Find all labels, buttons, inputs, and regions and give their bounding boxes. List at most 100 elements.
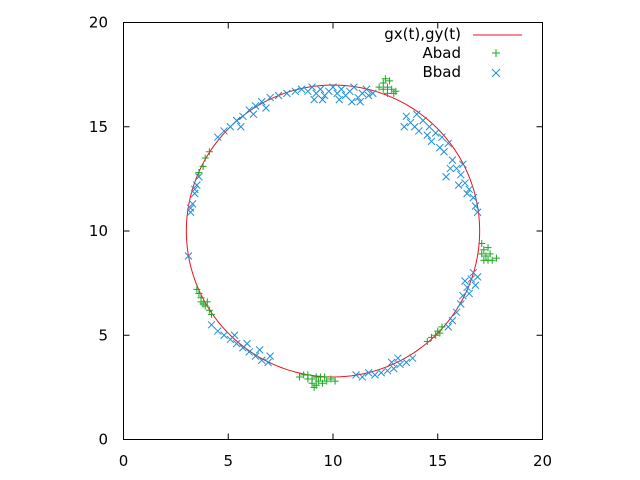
bbad-point: [456, 170, 465, 179]
abad-point: [310, 383, 318, 391]
bbad-point: [264, 358, 272, 367]
bbad-point: [337, 85, 346, 94]
abad-point: [375, 83, 383, 91]
abad-point: [304, 371, 312, 379]
abad-point: [205, 148, 213, 156]
bbad-point: [257, 97, 266, 106]
bbad-point: [448, 156, 457, 164]
bbad-point: [471, 202, 480, 210]
abad-point: [388, 85, 396, 93]
bbad-point: [329, 83, 337, 91]
bbad-point: [465, 185, 474, 194]
bbad-point: [318, 95, 327, 104]
bbad-point: [371, 371, 379, 379]
bbad-point: [467, 275, 476, 283]
bbad-point: [456, 300, 465, 308]
bbad-point: [352, 371, 360, 379]
abad-point: [492, 254, 500, 262]
abad-point: [379, 85, 387, 93]
bbad-point: [186, 204, 195, 212]
x-tick-label: 0: [119, 452, 129, 470]
bbad-point: [364, 91, 373, 100]
abad-point: [205, 306, 213, 314]
bbad-point: [230, 331, 239, 340]
bbad-point: [350, 83, 358, 91]
bbad-point: [425, 122, 434, 131]
abad-point: [478, 250, 486, 258]
bbad-point: [188, 200, 197, 208]
abad-point: [436, 329, 444, 337]
x-tick-labels: 0 5 10 15 20: [119, 452, 552, 470]
bbad-point: [463, 189, 471, 198]
bbad-point: [297, 85, 306, 94]
bbad-point: [459, 160, 467, 169]
bbad-point: [266, 93, 275, 102]
bbad-point: [452, 308, 461, 317]
bbad-point: [291, 87, 300, 96]
abad-point: [427, 333, 435, 341]
abad-point: [323, 377, 331, 385]
bbad-point: [431, 129, 440, 137]
bbad-point: [461, 277, 469, 285]
curve-layer: [185, 84, 481, 378]
abad-point: [327, 375, 335, 383]
bbad-point: [440, 147, 448, 156]
bbad-point: [377, 368, 386, 377]
legend: gx(t),gy(t) Abad Bbad: [384, 25, 522, 81]
bbad-point: [266, 352, 275, 360]
bbad-point: [310, 95, 318, 104]
bbad-point: [283, 89, 291, 98]
bbad-point: [473, 208, 482, 217]
bbad-point: [356, 97, 365, 106]
abad-point: [197, 298, 205, 306]
bbad-point: [389, 364, 398, 373]
bbad-point: [358, 373, 367, 381]
abad-point: [195, 169, 203, 177]
bbad-point: [446, 164, 455, 173]
bbad-point: [469, 193, 478, 202]
abad-point: [379, 79, 387, 87]
bbad-point: [442, 172, 450, 181]
bbad-point: [232, 116, 241, 125]
bbad-point: [207, 320, 216, 329]
bbad-point: [415, 127, 423, 135]
bbad-point: [465, 289, 474, 298]
x-tick-label: 10: [323, 452, 342, 470]
abad-point: [314, 377, 322, 385]
bbad-point: [396, 360, 404, 369]
points-layer: [184, 75, 500, 391]
bbad-point: [251, 352, 260, 360]
bbad-point: [190, 185, 199, 194]
bbad-point: [232, 339, 241, 348]
y-tick-label: 15: [89, 118, 108, 136]
abad-point: [386, 77, 394, 85]
bbad-point: [239, 112, 247, 121]
bbad-point: [213, 327, 222, 335]
abad-point: [203, 298, 211, 306]
bbad-point: [463, 283, 471, 292]
bbad-point: [454, 181, 463, 189]
bbad-point: [408, 354, 417, 363]
bbad-point: [394, 354, 402, 363]
bbad-point: [316, 85, 325, 94]
abad-point: [423, 338, 431, 346]
bbad-point: [249, 110, 258, 119]
bbad-point: [195, 172, 203, 181]
bbad-point: [308, 83, 316, 91]
bbad-point: [348, 97, 356, 106]
legend-label-bbad: Bbad: [422, 63, 461, 81]
bbad-point: [452, 164, 461, 173]
bbad-point: [257, 356, 266, 365]
bbad-point: [387, 358, 396, 367]
abad-point: [482, 252, 490, 260]
x-tick-label: 15: [428, 452, 447, 470]
bbad-point: [226, 122, 235, 131]
bbad-point: [274, 91, 283, 100]
abad-point: [480, 246, 488, 254]
bbad-point: [364, 368, 373, 377]
bbad-point: [220, 331, 228, 340]
x-tick-label: 5: [223, 452, 233, 470]
bbad-point: [236, 122, 245, 131]
abad-point: [295, 373, 303, 381]
bbad-point: [448, 316, 457, 325]
